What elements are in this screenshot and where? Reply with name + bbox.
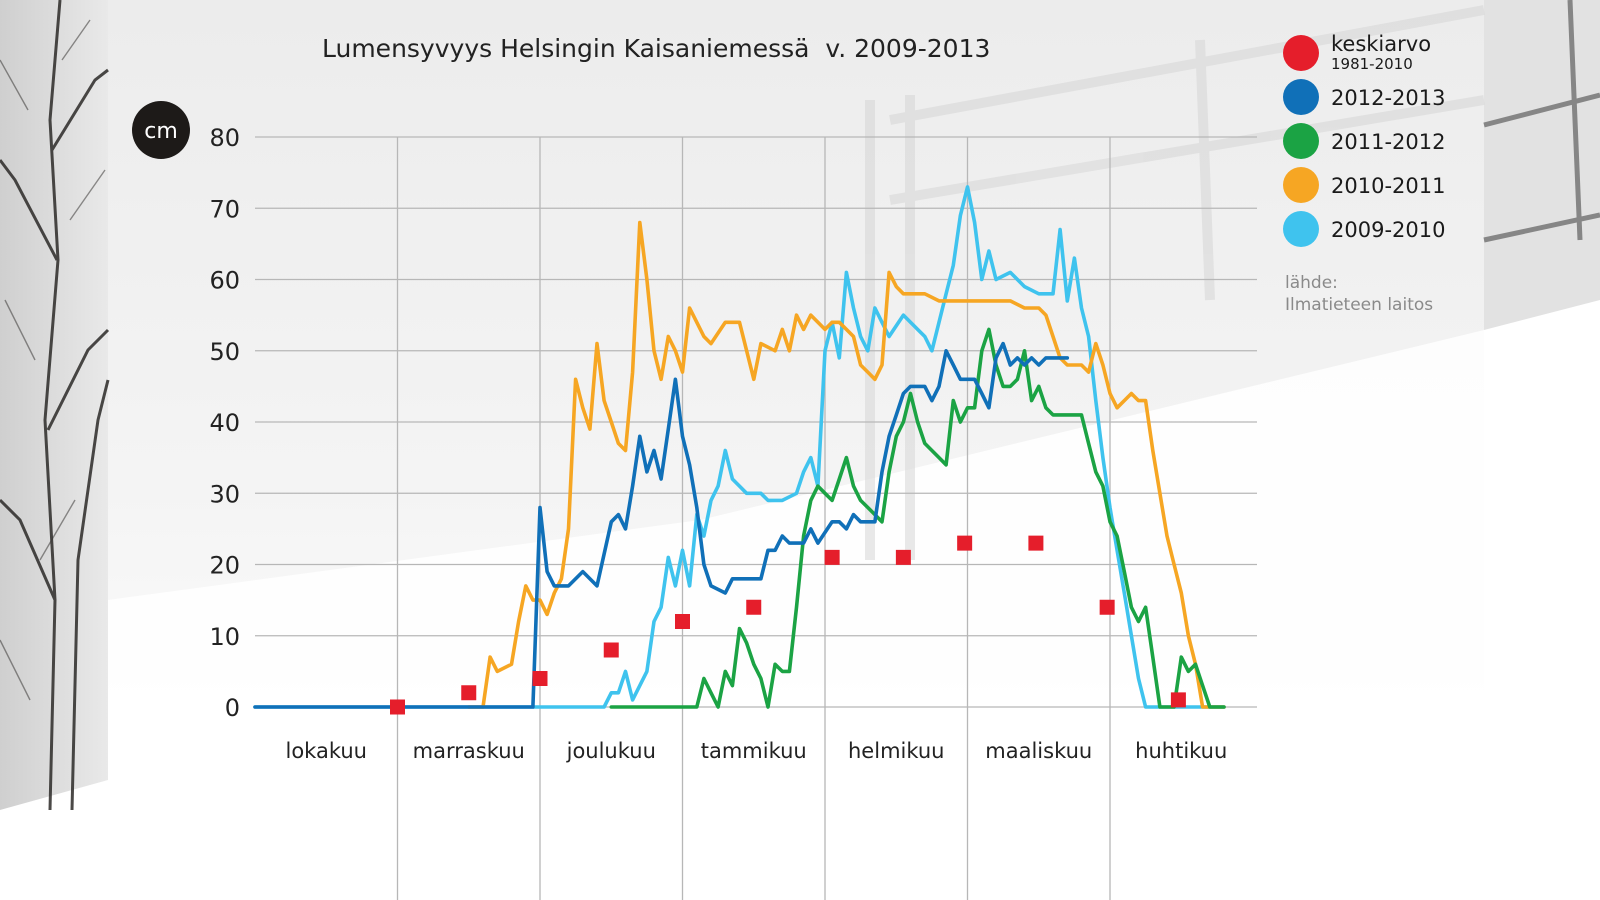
legend-label: 2011-2012 (1331, 130, 1445, 154)
legend-dot (1283, 123, 1319, 159)
y-tick-label: 50 (209, 338, 240, 366)
plot-area: 0 10 20 30 40 50 60 70 80 lokakuu marraskuu jouluku… (209, 124, 1257, 900)
series-line-2009-2010 (253, 185, 1226, 709)
chart-title: Lumensyvyys Helsingin Kaisaniemessä v. 2… (322, 34, 990, 63)
month-label: maaliskuu (985, 739, 1092, 763)
legend-sublabel: 1981-2010 (1331, 55, 1413, 73)
month-label: helmikuu (848, 739, 945, 763)
y-tick-label: 60 (209, 267, 240, 295)
legend-dot (1283, 167, 1319, 203)
mean-marker (461, 685, 477, 701)
mean-marker (957, 535, 973, 551)
legend-dot (1283, 35, 1319, 71)
mean-marker (390, 699, 405, 715)
legend-dot (1283, 211, 1319, 247)
month-label: marraskuu (413, 739, 525, 763)
unit-badge: cm (132, 101, 190, 159)
source-label: lähde: (1285, 273, 1338, 293)
mean-marker (824, 549, 840, 565)
legend-label: keskiarvo (1331, 32, 1431, 56)
mean-marker (603, 642, 619, 658)
mean-marker (1170, 692, 1186, 708)
series-line-2012-2013 (253, 341, 1070, 709)
source-name: Ilmatieteen laitos (1285, 295, 1433, 315)
series-line-2010-2011 (467, 220, 1226, 709)
mean-marker (1099, 599, 1115, 615)
month-label: lokakuu (286, 739, 367, 763)
legend-label: 2010-2011 (1331, 174, 1445, 198)
month-label: tammikuu (701, 739, 807, 763)
y-tick-label: 20 (209, 552, 240, 580)
legend-label: 2012-2013 (1331, 86, 1445, 110)
mean-marker (895, 549, 911, 565)
mean-marker (675, 614, 690, 629)
unit-label: cm (144, 119, 178, 144)
mean-marker (1028, 535, 1044, 551)
month-label: joulukuu (566, 739, 656, 763)
mean-marker (746, 599, 762, 615)
mean-marker (532, 671, 548, 686)
y-tick-label: 10 (209, 623, 240, 651)
legend-label: 2009-2010 (1331, 218, 1445, 242)
unit-badge-circle (132, 101, 190, 159)
series-line-2011-2012 (609, 327, 1226, 709)
month-label: huhtikuu (1135, 739, 1227, 763)
legend-dot (1283, 79, 1319, 115)
y-tick-label: 0 (225, 694, 240, 722)
y-tick-label: 80 (209, 124, 240, 152)
y-tick-label: 40 (209, 409, 240, 437)
y-tick-label: 30 (209, 480, 240, 508)
y-tick-label: 70 (209, 195, 240, 223)
